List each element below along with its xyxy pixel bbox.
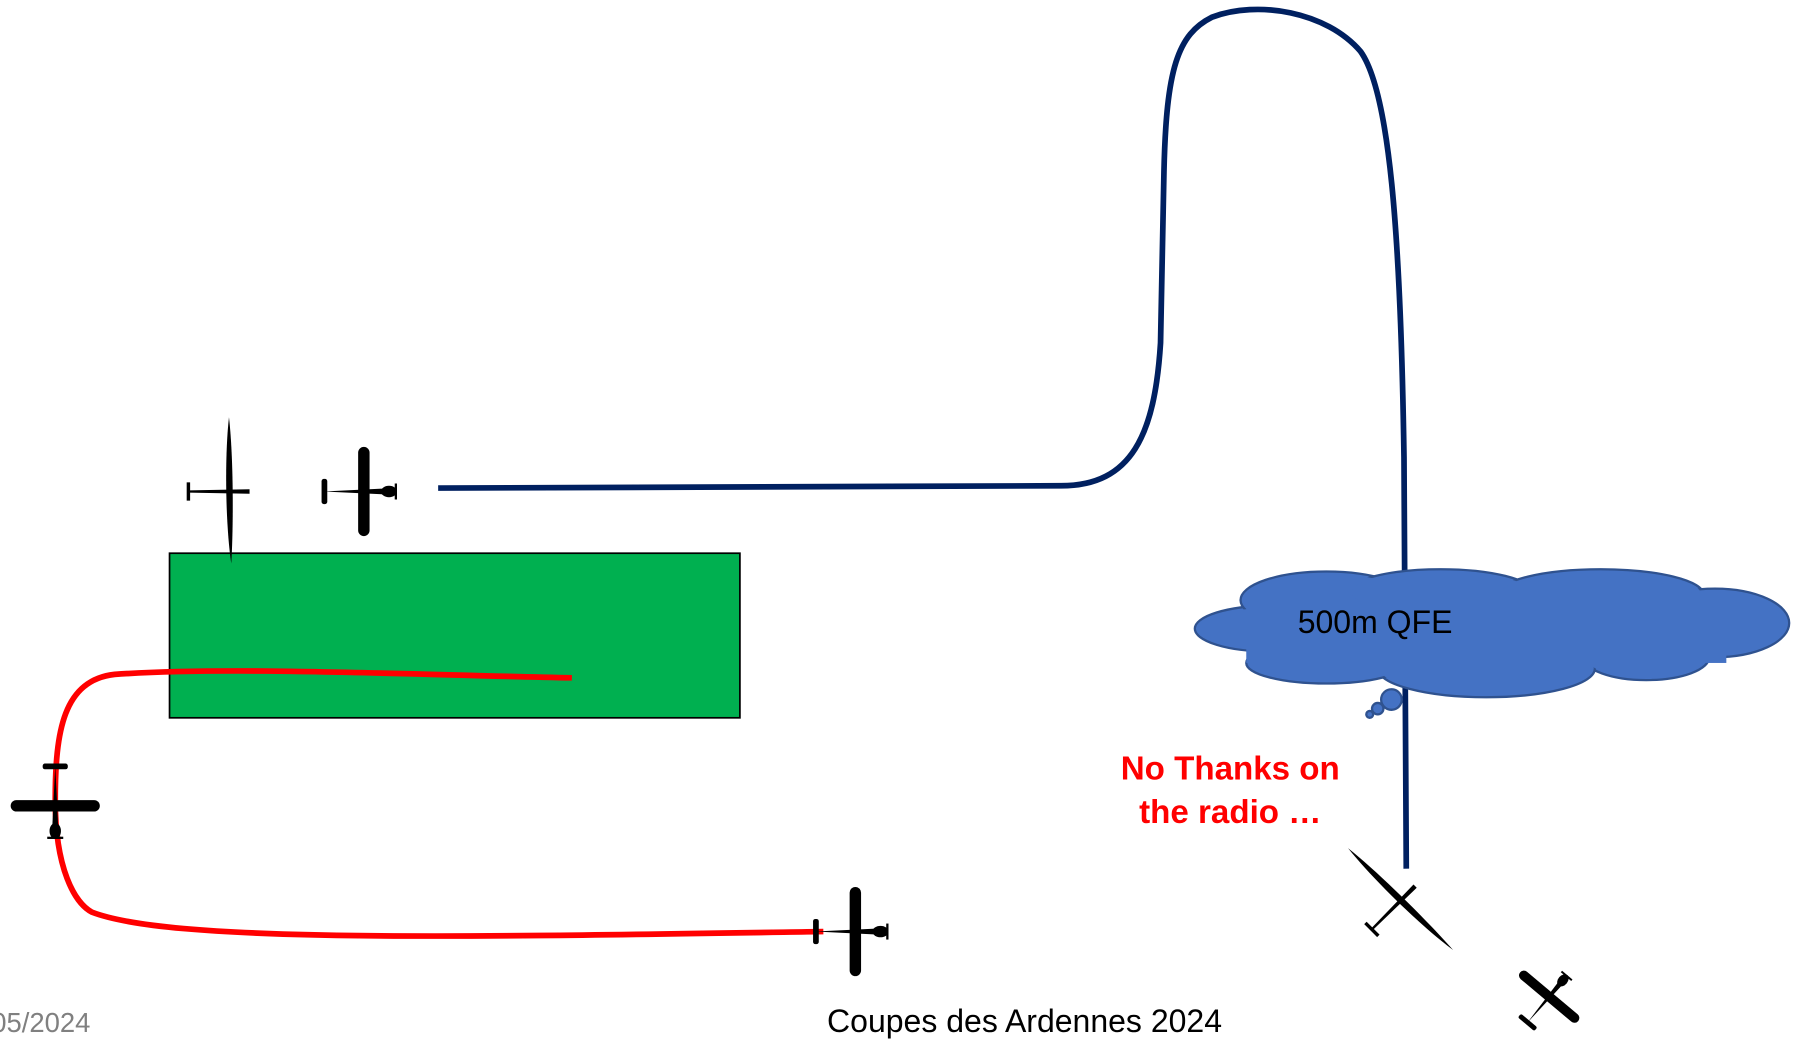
- glider-track: [438, 6, 1410, 869]
- towplane-icon: [321, 446, 398, 537]
- cloud: [1193, 568, 1791, 719]
- glider-icon: [1318, 833, 1467, 982]
- cloud-label: 500m QFE: [1298, 604, 1453, 640]
- annotation-line: No Thanks on: [1121, 751, 1340, 788]
- footer-date: 05/2024: [0, 1007, 90, 1038]
- towplane-icon: [1497, 950, 1597, 1039]
- glider-icon: [186, 417, 250, 564]
- footer-title: Coupes des Ardennes 2024: [827, 1003, 1222, 1039]
- towplane-icon: [10, 763, 100, 839]
- airfield: [168, 552, 741, 719]
- towplane-icon: [813, 886, 889, 977]
- annotation-line: the radio …: [1139, 794, 1321, 831]
